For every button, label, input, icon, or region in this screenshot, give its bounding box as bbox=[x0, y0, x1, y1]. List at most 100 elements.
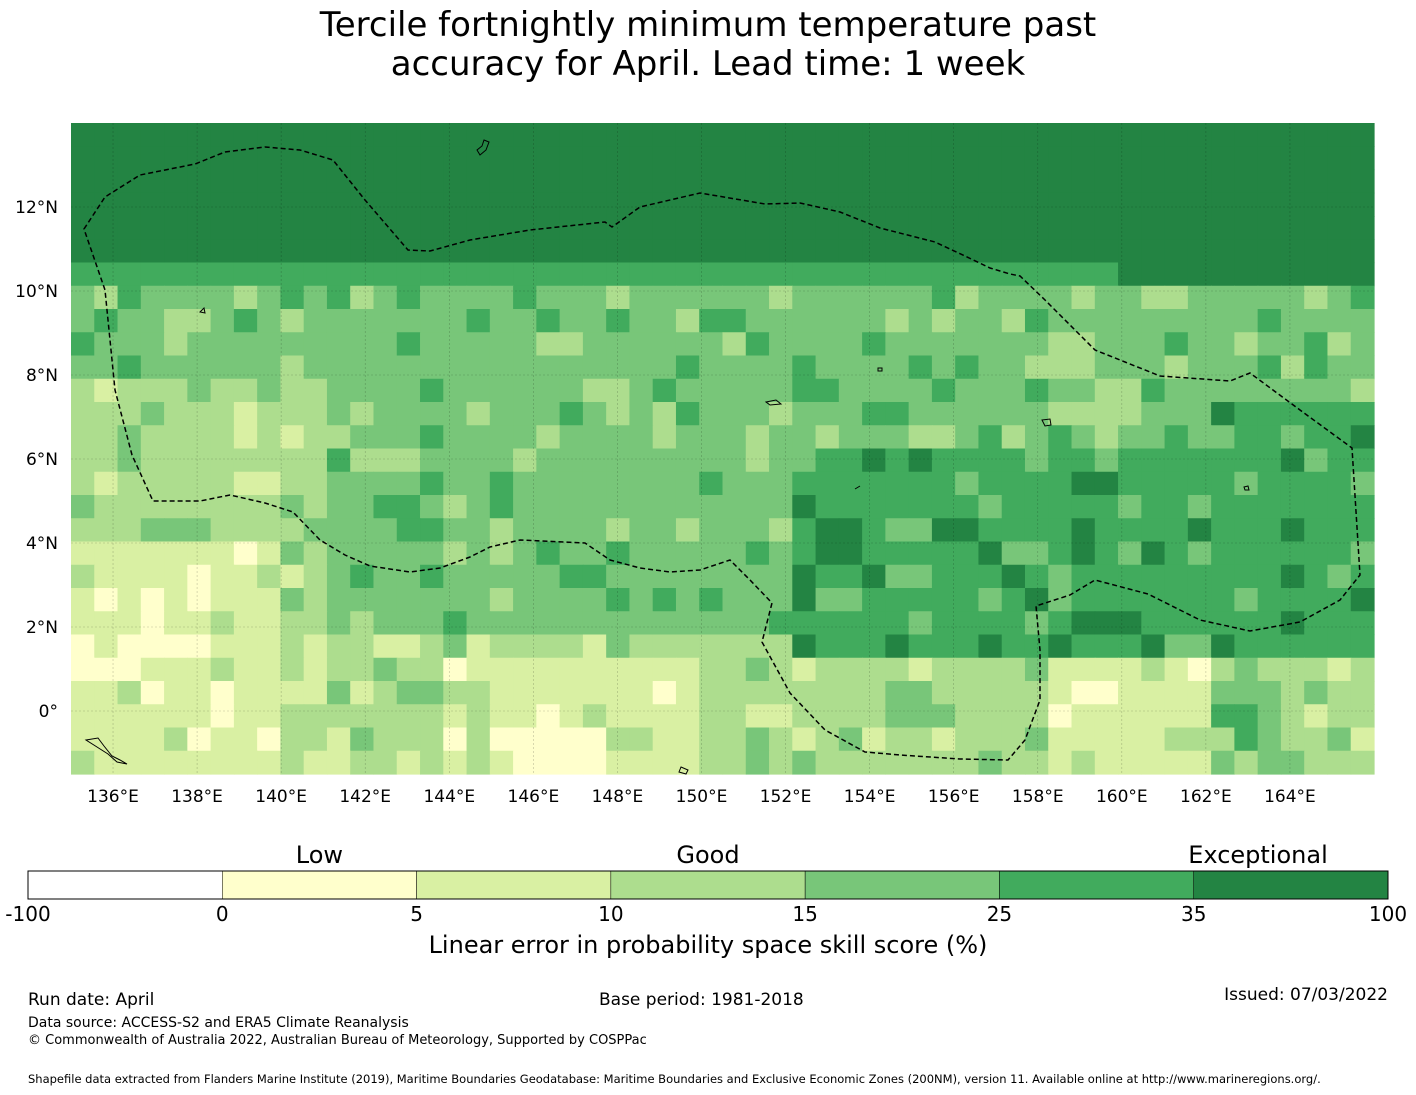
grid-cell bbox=[396, 541, 421, 566]
grid-cell bbox=[559, 239, 584, 264]
grid-cell bbox=[722, 657, 747, 682]
grid-cell bbox=[1234, 588, 1259, 612]
grid-cell bbox=[210, 123, 235, 147]
grid-cell bbox=[350, 727, 375, 752]
grid-cell bbox=[1094, 378, 1119, 403]
grid-cell bbox=[745, 285, 770, 310]
grid-cell bbox=[350, 611, 375, 636]
grid-cell bbox=[1211, 727, 1235, 752]
grid-cell bbox=[675, 355, 700, 380]
grid-cell bbox=[71, 402, 95, 426]
grid-cell bbox=[629, 425, 654, 450]
grid-cell bbox=[955, 750, 980, 775]
grid-cell bbox=[1071, 588, 1096, 612]
grid-cell bbox=[1001, 239, 1026, 264]
grid-cell bbox=[326, 402, 351, 426]
grid-cell bbox=[233, 657, 258, 682]
grid-cell bbox=[931, 634, 956, 659]
grid-cell bbox=[257, 518, 282, 543]
grid-cell bbox=[303, 239, 328, 264]
grid-cell bbox=[187, 448, 212, 473]
grid-cell bbox=[722, 285, 747, 310]
grid-cell bbox=[396, 169, 421, 194]
grid-cell bbox=[466, 169, 491, 194]
grid-cell bbox=[955, 123, 980, 147]
grid-cell bbox=[908, 541, 933, 566]
grid-cell bbox=[536, 611, 561, 636]
grid-cell bbox=[1048, 448, 1073, 473]
grid-cell bbox=[210, 216, 235, 240]
grid-cell bbox=[373, 518, 398, 543]
grid-cell bbox=[978, 402, 1003, 426]
grid-cell bbox=[885, 634, 910, 659]
grid-cell bbox=[280, 309, 305, 333]
grid-cell bbox=[1350, 262, 1375, 287]
grid-cell bbox=[373, 123, 398, 147]
grid-cell bbox=[1141, 169, 1166, 194]
grid-cell bbox=[629, 657, 654, 682]
coastline-chuuk bbox=[1041, 418, 1052, 427]
grid-cell bbox=[559, 704, 584, 729]
grid-cell bbox=[1048, 146, 1073, 171]
grid-cell bbox=[745, 378, 770, 403]
grid-cell bbox=[71, 588, 95, 612]
grid-cell bbox=[838, 285, 863, 310]
grid-cell bbox=[373, 192, 398, 217]
grid-cell bbox=[117, 332, 142, 357]
grid-cell bbox=[1234, 495, 1259, 519]
grid-cell bbox=[71, 541, 95, 566]
grid-cell bbox=[489, 123, 514, 147]
grid-cell bbox=[1024, 378, 1049, 403]
grid-cell bbox=[978, 425, 1003, 450]
grid-cell bbox=[420, 262, 444, 287]
grid-cell bbox=[559, 634, 584, 659]
grid-cell bbox=[978, 681, 1003, 705]
grid-cell bbox=[326, 704, 351, 729]
grid-cell bbox=[303, 564, 328, 589]
colorbar-tick-label: -100 bbox=[5, 902, 51, 926]
grid-cell bbox=[280, 425, 305, 450]
grid-cell bbox=[443, 285, 468, 310]
grid-cell bbox=[1094, 425, 1119, 450]
grid-cell bbox=[1304, 611, 1329, 636]
latitude-label: 8°N bbox=[26, 366, 58, 386]
grid-cell bbox=[1001, 564, 1026, 589]
grid-cell bbox=[675, 681, 700, 705]
grid-cell bbox=[629, 704, 654, 729]
grid-cell bbox=[1141, 611, 1166, 636]
grid-cell bbox=[233, 448, 258, 473]
grid-cell bbox=[489, 425, 514, 450]
grid-cell bbox=[582, 355, 607, 380]
grid-cell bbox=[443, 402, 468, 426]
grid-cell bbox=[117, 192, 142, 217]
grid-cell bbox=[1327, 216, 1352, 240]
grid-cell bbox=[722, 471, 747, 496]
grid-cell bbox=[1071, 169, 1096, 194]
grid-cell bbox=[71, 425, 95, 450]
grid-cell bbox=[280, 169, 305, 194]
grid-cell bbox=[1118, 216, 1142, 240]
grid-cell bbox=[559, 216, 584, 240]
grid-cell bbox=[1187, 681, 1212, 705]
grid-cell bbox=[838, 355, 863, 380]
grid-cell bbox=[652, 704, 677, 729]
grid-cell bbox=[233, 169, 258, 194]
grid-cell bbox=[1024, 495, 1049, 519]
grid-cell bbox=[1001, 332, 1026, 357]
grid-cell bbox=[629, 309, 654, 333]
grid-cell bbox=[1280, 192, 1305, 217]
grid-cell bbox=[699, 309, 724, 333]
grid-cell bbox=[978, 332, 1003, 357]
grid-cell bbox=[862, 448, 886, 473]
grid-cell bbox=[1234, 681, 1259, 705]
grid-cell bbox=[815, 704, 840, 729]
grid-cell bbox=[1024, 192, 1049, 217]
grid-cell bbox=[280, 355, 305, 380]
grid-cell bbox=[1024, 541, 1049, 566]
grid-cell bbox=[559, 588, 584, 612]
grid-cell bbox=[140, 495, 165, 519]
grid-cell bbox=[187, 123, 212, 147]
grid-cell bbox=[1234, 634, 1259, 659]
grid-cell bbox=[1280, 750, 1305, 775]
grid-cell bbox=[1141, 355, 1166, 380]
